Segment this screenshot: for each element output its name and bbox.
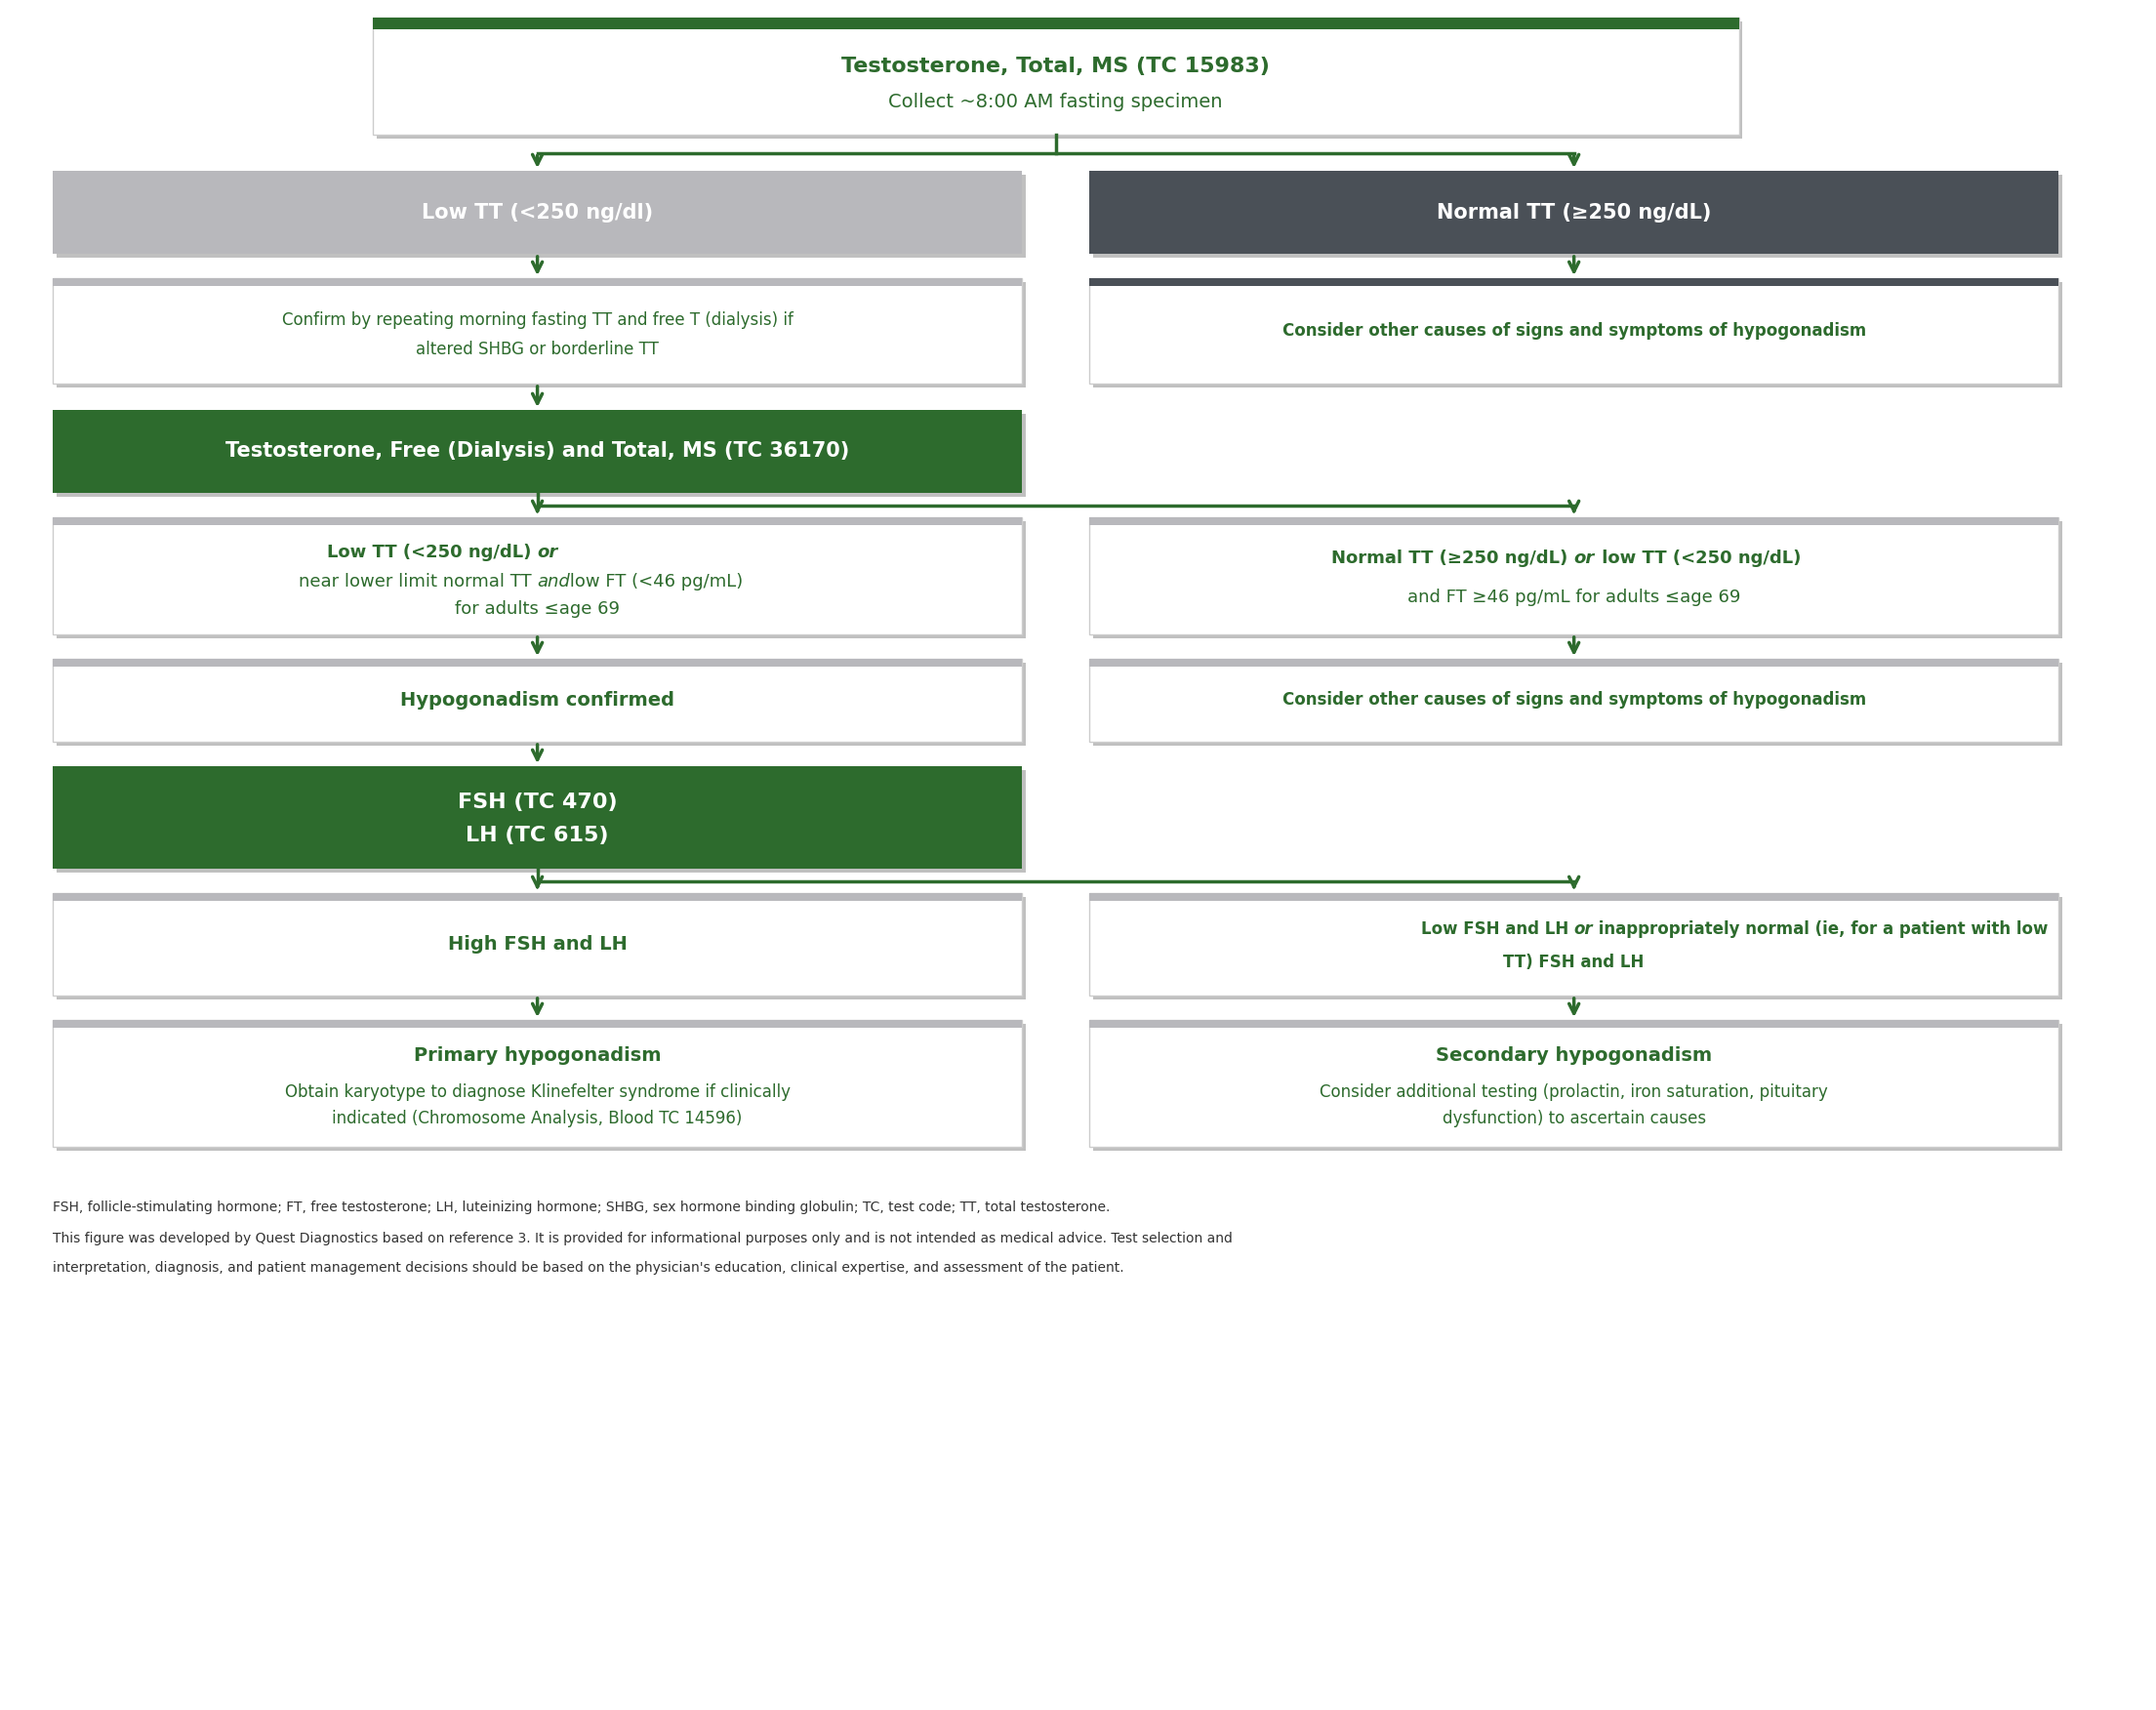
- FancyBboxPatch shape: [373, 17, 1738, 29]
- FancyBboxPatch shape: [52, 410, 1022, 492]
- Text: Confirm by repeating morning fasting TT and free T (dialysis) if: Confirm by repeating morning fasting TT …: [282, 311, 793, 328]
- Text: Consider other causes of signs and symptoms of hypogonadism: Consider other causes of signs and sympt…: [1283, 321, 1865, 340]
- FancyBboxPatch shape: [1093, 282, 2063, 388]
- FancyBboxPatch shape: [52, 518, 1022, 525]
- Text: or: or: [1574, 920, 1593, 937]
- Text: and FT ≥46 pg/mL for adults ≤age 69: and FT ≥46 pg/mL for adults ≤age 69: [1408, 588, 1740, 605]
- FancyBboxPatch shape: [1089, 658, 2059, 667]
- Text: Obtain karyotype to diagnose Klinefelter syndrome if clinically: Obtain karyotype to diagnose Klinefelter…: [285, 1084, 791, 1101]
- FancyBboxPatch shape: [56, 898, 1026, 999]
- Text: interpretation, diagnosis, and patient management decisions should be based on t: interpretation, diagnosis, and patient m…: [52, 1260, 1123, 1274]
- Text: Hypogonadism confirmed: Hypogonadism confirmed: [401, 691, 675, 710]
- Text: High FSH and LH: High FSH and LH: [448, 935, 627, 954]
- FancyBboxPatch shape: [56, 663, 1026, 746]
- FancyBboxPatch shape: [52, 279, 1022, 286]
- FancyBboxPatch shape: [377, 22, 1742, 139]
- FancyBboxPatch shape: [52, 893, 1022, 995]
- Text: altered SHBG or borderline TT: altered SHBG or borderline TT: [416, 340, 660, 359]
- FancyBboxPatch shape: [52, 171, 1022, 253]
- Text: Low TT (<250 ng/dL): Low TT (<250 ng/dL): [328, 544, 537, 561]
- FancyBboxPatch shape: [1093, 522, 2063, 638]
- FancyBboxPatch shape: [1089, 658, 2059, 742]
- FancyBboxPatch shape: [1089, 279, 2059, 383]
- Text: Testosterone, Total, MS (TC 15983): Testosterone, Total, MS (TC 15983): [841, 56, 1270, 77]
- FancyBboxPatch shape: [52, 1019, 1022, 1028]
- FancyBboxPatch shape: [1089, 279, 2059, 286]
- Text: low TT (<250 ng/dL): low TT (<250 ng/dL): [1595, 549, 1800, 568]
- Text: for adults ≤age 69: for adults ≤age 69: [455, 600, 621, 617]
- Text: Consider other causes of signs and symptoms of hypogonadism: Consider other causes of signs and sympt…: [1283, 691, 1865, 710]
- Text: Testosterone, Free (Dialysis) and Total, MS (TC 36170): Testosterone, Free (Dialysis) and Total,…: [226, 441, 849, 462]
- FancyBboxPatch shape: [373, 17, 1738, 135]
- Text: Collect ~8:00 AM fasting specimen: Collect ~8:00 AM fasting specimen: [888, 92, 1222, 111]
- FancyBboxPatch shape: [1089, 1019, 2059, 1028]
- FancyBboxPatch shape: [1089, 1019, 2059, 1147]
- FancyBboxPatch shape: [56, 414, 1026, 498]
- FancyBboxPatch shape: [52, 893, 1022, 901]
- Text: TT) FSH and LH: TT) FSH and LH: [1503, 954, 1645, 971]
- Text: low FT (<46 pg/mL): low FT (<46 pg/mL): [565, 573, 744, 590]
- Text: or: or: [537, 544, 558, 561]
- FancyBboxPatch shape: [1093, 1024, 2063, 1151]
- FancyBboxPatch shape: [52, 766, 1022, 869]
- Text: Normal TT (≥250 ng/dL): Normal TT (≥250 ng/dL): [1436, 202, 1712, 222]
- Text: FSH (TC 470): FSH (TC 470): [457, 792, 617, 812]
- FancyBboxPatch shape: [56, 770, 1026, 872]
- Text: dysfunction) to ascertain causes: dysfunction) to ascertain causes: [1442, 1110, 1705, 1127]
- Text: Primary hypogonadism: Primary hypogonadism: [414, 1047, 662, 1065]
- FancyBboxPatch shape: [56, 282, 1026, 388]
- FancyBboxPatch shape: [56, 522, 1026, 638]
- Text: or: or: [1574, 549, 1595, 568]
- Text: This figure was developed by Quest Diagnostics based on reference 3. It is provi: This figure was developed by Quest Diagn…: [52, 1231, 1233, 1245]
- Text: FSH, follicle-stimulating hormone; FT, free testosterone; LH, luteinizing hormon: FSH, follicle-stimulating hormone; FT, f…: [52, 1200, 1110, 1214]
- FancyBboxPatch shape: [52, 518, 1022, 634]
- FancyBboxPatch shape: [1093, 898, 2063, 999]
- FancyBboxPatch shape: [1089, 893, 2059, 995]
- Text: Consider additional testing (prolactin, iron saturation, pituitary: Consider additional testing (prolactin, …: [1319, 1084, 1828, 1101]
- Text: inappropriately normal (ie, for a patient with low: inappropriately normal (ie, for a patien…: [1593, 920, 2048, 937]
- Text: Low TT (<250 ng/dl): Low TT (<250 ng/dl): [423, 202, 653, 222]
- Text: near lower limit normal TT: near lower limit normal TT: [300, 573, 537, 590]
- FancyBboxPatch shape: [1089, 518, 2059, 525]
- FancyBboxPatch shape: [56, 174, 1026, 258]
- Text: LH (TC 615): LH (TC 615): [466, 826, 608, 846]
- FancyBboxPatch shape: [56, 1024, 1026, 1151]
- FancyBboxPatch shape: [52, 279, 1022, 383]
- Text: Secondary hypogonadism: Secondary hypogonadism: [1436, 1047, 1712, 1065]
- FancyBboxPatch shape: [1093, 663, 2063, 746]
- FancyBboxPatch shape: [1089, 171, 2059, 253]
- FancyBboxPatch shape: [1089, 893, 2059, 901]
- Text: indicated (Chromosome Analysis, Blood TC 14596): indicated (Chromosome Analysis, Blood TC…: [332, 1110, 742, 1127]
- FancyBboxPatch shape: [1093, 174, 2063, 258]
- FancyBboxPatch shape: [52, 1019, 1022, 1147]
- FancyBboxPatch shape: [52, 658, 1022, 742]
- Text: Low FSH and LH: Low FSH and LH: [1421, 920, 1574, 937]
- Text: Normal TT (≥250 ng/dL): Normal TT (≥250 ng/dL): [1332, 549, 1574, 568]
- FancyBboxPatch shape: [52, 658, 1022, 667]
- FancyBboxPatch shape: [1089, 518, 2059, 634]
- Text: and: and: [537, 573, 571, 590]
